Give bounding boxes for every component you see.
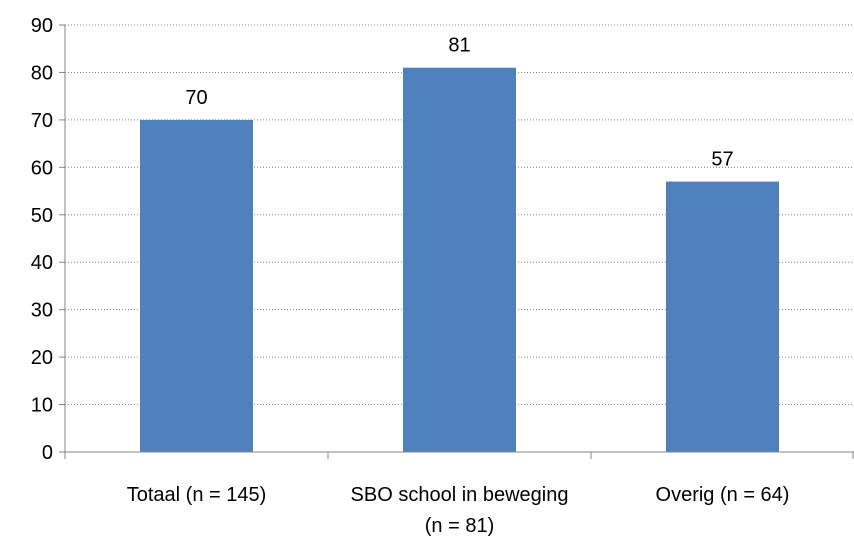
bars: [140, 67, 779, 453]
x-category-label: Overig (n = 64): [656, 484, 790, 506]
y-tick-label: 90: [31, 15, 53, 37]
x-category-label: Totaal (n = 145): [127, 484, 267, 506]
y-tick-label: 70: [31, 110, 53, 132]
y-tick-label: 30: [31, 300, 53, 322]
y-tick-label: 50: [31, 205, 53, 227]
bar: [140, 119, 253, 452]
x-category-label: (n = 81): [425, 515, 494, 537]
x-category-label: SBO school in beweging: [351, 484, 569, 506]
bar: [403, 67, 516, 452]
y-tick-label: 60: [31, 157, 53, 179]
y-tick-label: 80: [31, 62, 53, 84]
axes: [59, 24, 854, 459]
y-tick-label: 40: [31, 252, 53, 274]
y-tick-label: 10: [31, 395, 53, 417]
bar: [666, 181, 779, 453]
data-label: 57: [711, 149, 733, 171]
labels: 0 10 20 30 40 50 60 70 80 90 70 Totaal (n = 145) 81 S…: [31, 15, 790, 537]
y-tick-label: 20: [31, 347, 53, 369]
y-tick-label: 0: [42, 442, 53, 464]
data-label: 81: [448, 35, 470, 57]
data-label: 70: [185, 87, 207, 109]
